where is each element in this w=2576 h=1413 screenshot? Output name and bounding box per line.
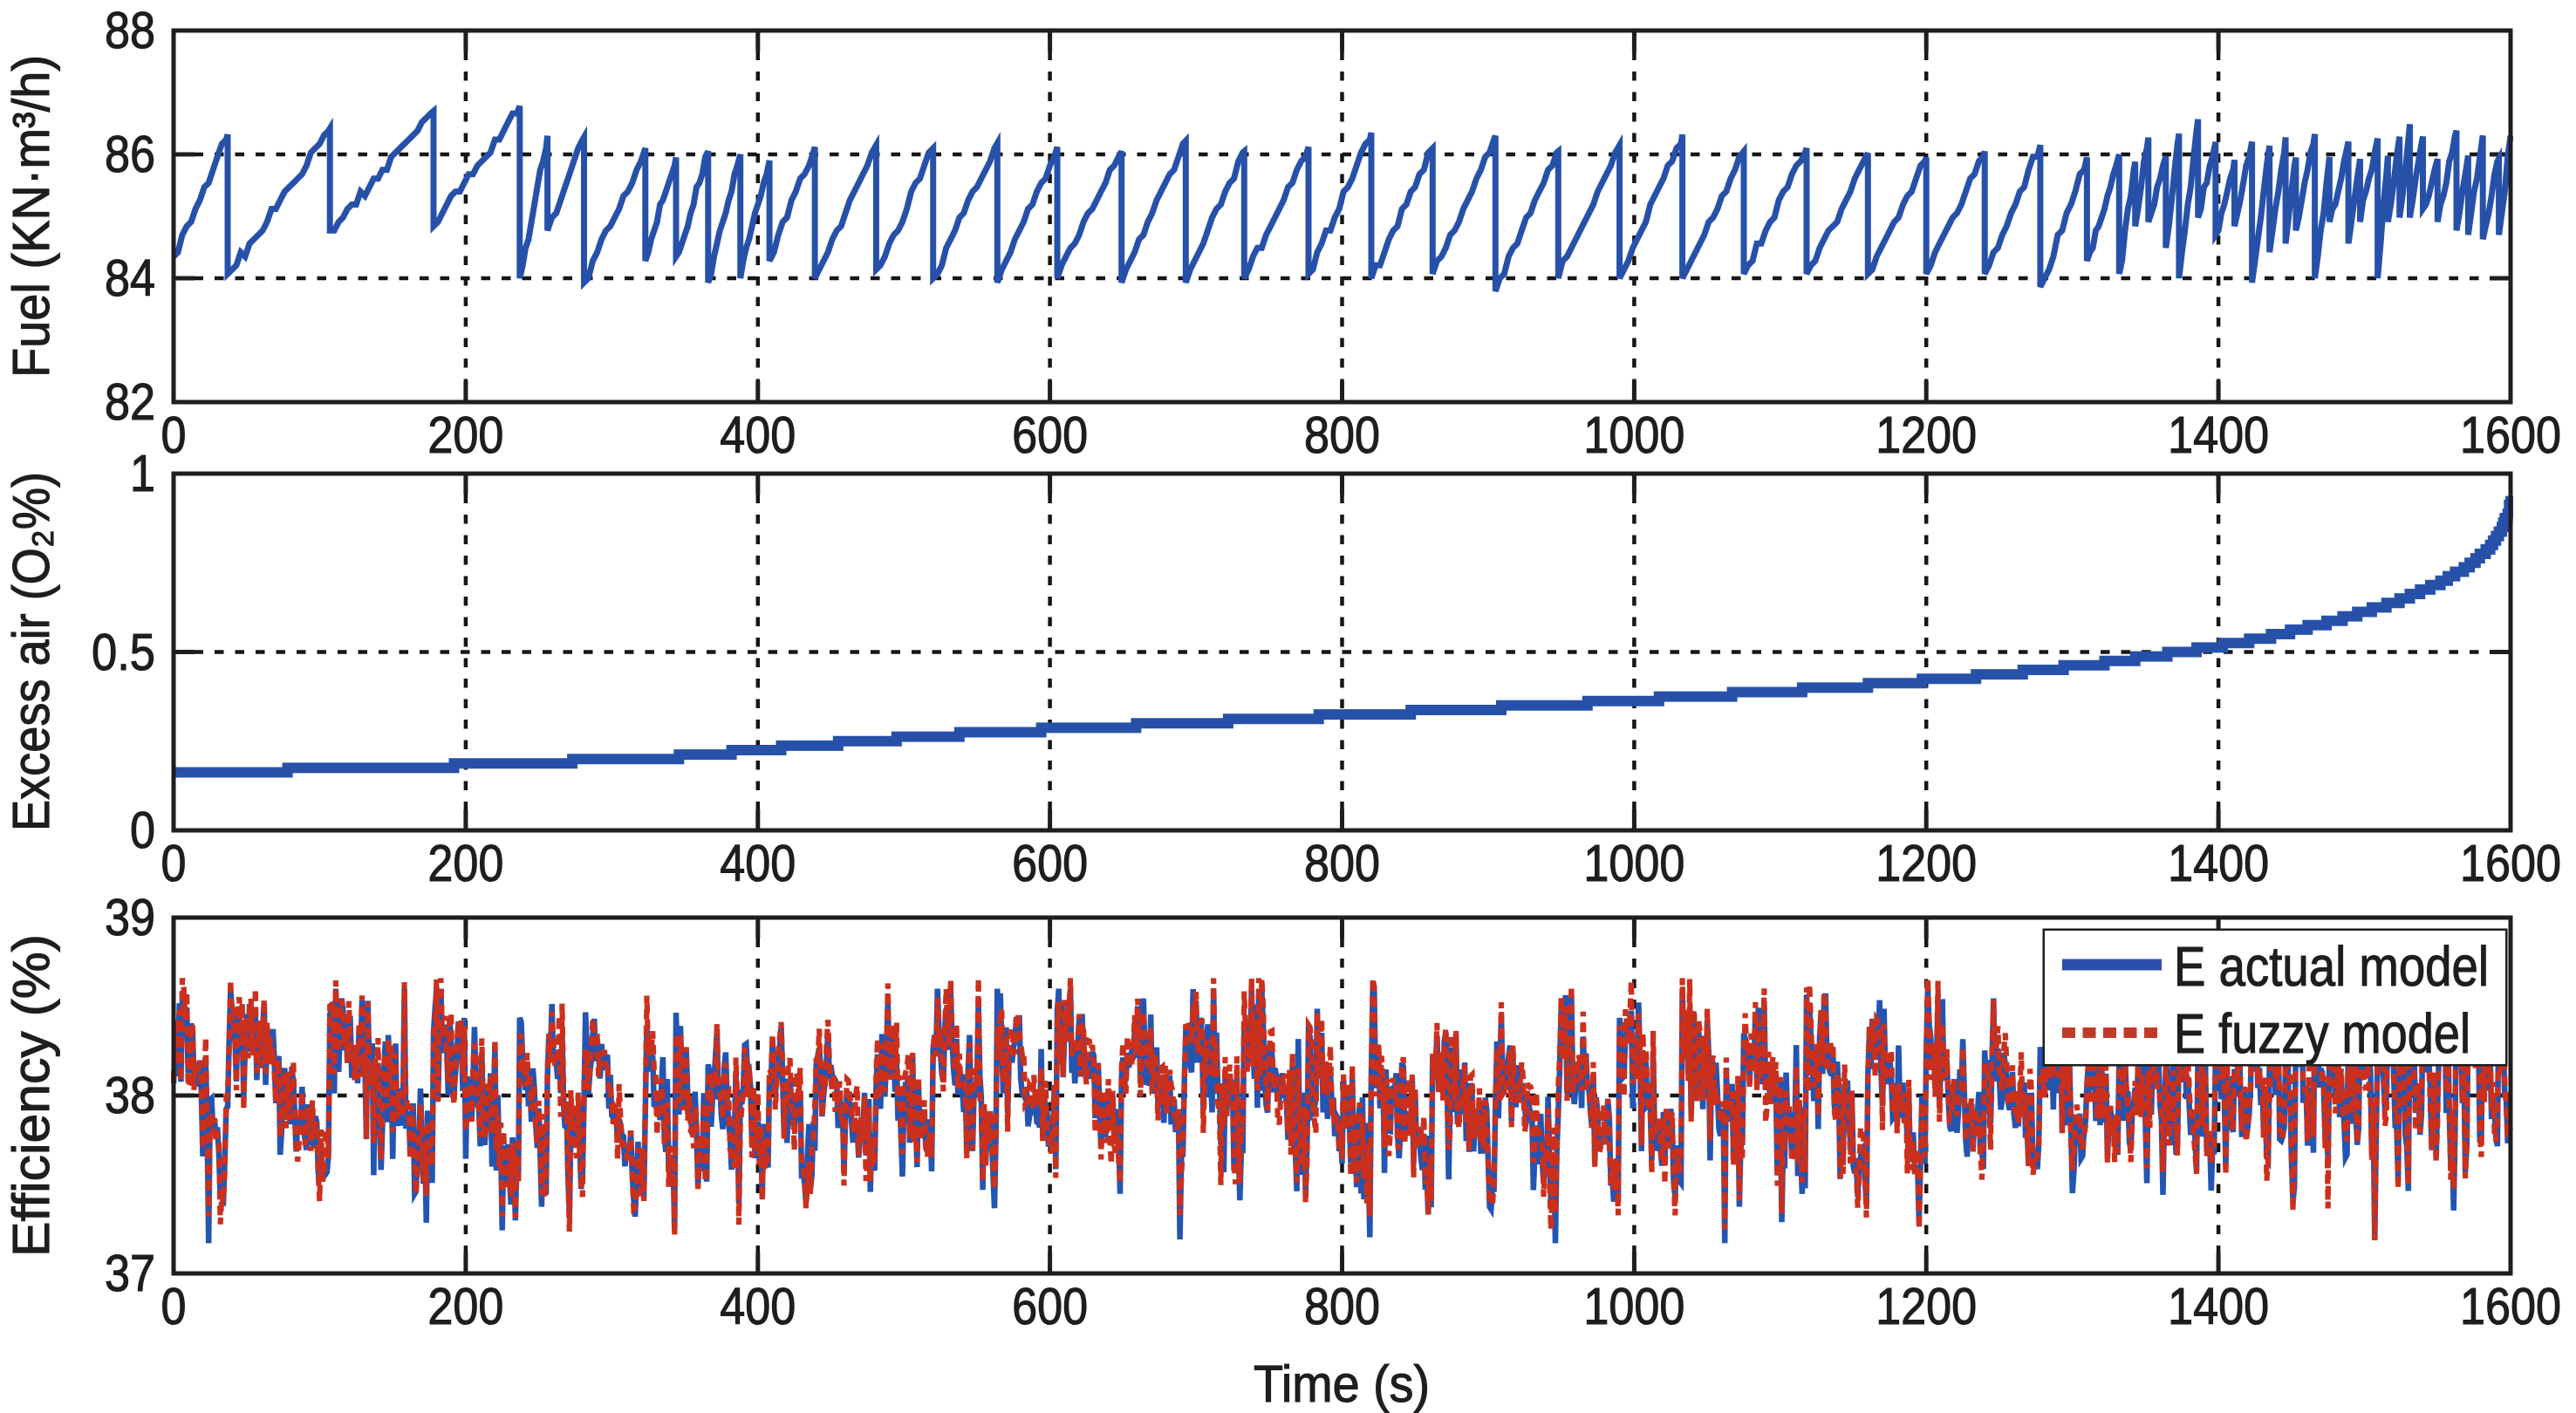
svg-text:Excess air (O₂%): Excess air (O₂%): [3, 472, 60, 831]
svg-text:1600: 1600: [2460, 835, 2561, 892]
svg-text:400: 400: [720, 835, 796, 892]
svg-text:1600: 1600: [2460, 1278, 2561, 1335]
svg-text:1200: 1200: [1876, 406, 1977, 464]
svg-text:1200: 1200: [1876, 835, 1977, 892]
svg-text:600: 600: [1012, 406, 1088, 464]
svg-text:1400: 1400: [2168, 1278, 2269, 1335]
svg-text:400: 400: [720, 1278, 796, 1335]
svg-text:600: 600: [1012, 1278, 1088, 1335]
svg-text:86: 86: [105, 126, 155, 183]
svg-text:0: 0: [130, 802, 155, 859]
svg-text:1000: 1000: [1583, 835, 1684, 892]
svg-text:400: 400: [720, 406, 796, 464]
svg-text:82: 82: [105, 373, 155, 431]
svg-text:88: 88: [105, 2, 155, 59]
svg-text:800: 800: [1304, 406, 1380, 464]
svg-text:Time (s): Time (s): [1254, 1355, 1430, 1413]
svg-text:84: 84: [105, 249, 155, 307]
svg-text:0: 0: [161, 835, 187, 892]
svg-text:1400: 1400: [2168, 406, 2269, 464]
svg-text:200: 200: [427, 406, 503, 464]
svg-text:200: 200: [427, 835, 503, 892]
svg-text:37: 37: [105, 1245, 155, 1302]
svg-text:800: 800: [1304, 1278, 1380, 1335]
svg-text:1: 1: [130, 445, 155, 502]
svg-text:1200: 1200: [1876, 1278, 1977, 1335]
svg-text:0: 0: [161, 406, 187, 464]
svg-text:E fuzzy model: E fuzzy model: [2174, 1002, 2470, 1065]
svg-text:1400: 1400: [2168, 835, 2269, 892]
svg-text:1000: 1000: [1583, 406, 1684, 464]
svg-text:200: 200: [427, 1278, 503, 1335]
svg-text:1600: 1600: [2460, 406, 2561, 464]
svg-text:1000: 1000: [1583, 1278, 1684, 1335]
svg-text:800: 800: [1304, 835, 1380, 892]
svg-text:Efficiency (%): Efficiency (%): [3, 934, 60, 1257]
svg-text:Fuel (KN·m³/h): Fuel (KN·m³/h): [3, 55, 60, 378]
svg-text:0.5: 0.5: [92, 624, 155, 681]
svg-text:600: 600: [1012, 835, 1088, 892]
svg-text:E actual model: E actual model: [2174, 935, 2489, 998]
svg-text:39: 39: [105, 889, 155, 946]
svg-text:0: 0: [161, 1278, 187, 1335]
svg-text:38: 38: [105, 1067, 155, 1124]
